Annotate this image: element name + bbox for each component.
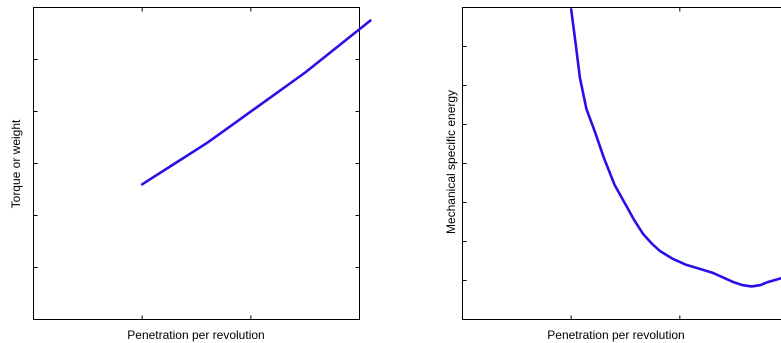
specific-energy-panel: Penetration per revolution Mechanical sp… (444, 7, 781, 342)
torque-panel: Penetration per revolution Torque or wei… (9, 7, 372, 342)
plot-frame (33, 7, 360, 320)
y-axis-label: Mechanical specific energy (444, 90, 458, 234)
plot-frame (462, 7, 781, 320)
x-axis-label: Penetration per revolution (127, 328, 264, 342)
axis-ticks (462, 7, 681, 320)
x-axis-label: Penetration per revolution (547, 328, 684, 342)
axis-ticks (33, 7, 360, 320)
series-line (569, 8, 781, 288)
y-axis-label: Torque or weight (9, 119, 23, 208)
series-line (140, 19, 372, 186)
